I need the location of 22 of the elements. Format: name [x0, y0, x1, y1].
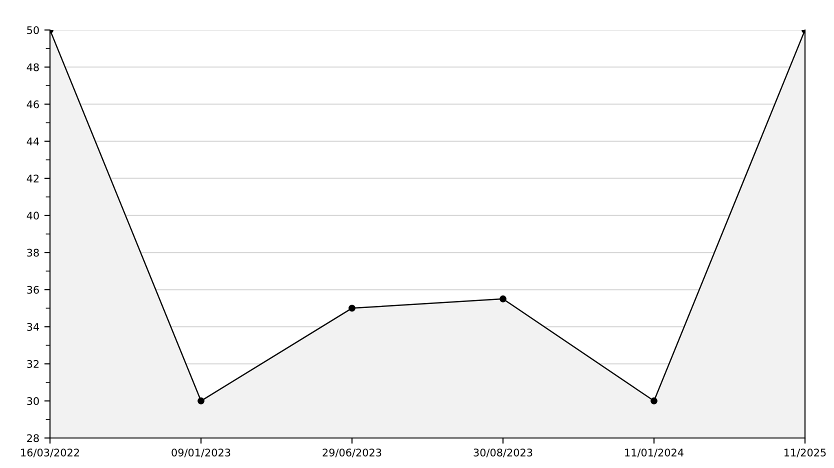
x-tick-label: 11/2025	[784, 448, 826, 458]
y-tick-label: 48	[26, 63, 39, 72]
y-tick-label: 30	[27, 397, 39, 406]
x-tick-label: 11/01/2024	[625, 448, 684, 458]
y-tick-label: 34	[27, 322, 39, 331]
y-tick-label: 46	[26, 100, 39, 108]
x-tick-label: 16/03/2022	[21, 448, 79, 458]
y-tick-label: 28	[27, 434, 39, 442]
point	[500, 295, 506, 302]
x-tick-label: 09/01/2023	[172, 448, 230, 458]
y-tick-label: 36	[27, 286, 39, 294]
y-tick-label: 32	[27, 360, 39, 368]
point	[198, 397, 204, 404]
y-tick-label: 42	[26, 174, 39, 182]
y-tick-label: 50	[27, 26, 39, 34]
y-tick-label: 40	[26, 212, 39, 220]
point	[650, 397, 658, 404]
x-tick-label: 29/06/2023	[322, 448, 382, 458]
x-tick-label: 30/08/2023	[474, 448, 532, 458]
point	[348, 304, 356, 312]
y-tick-label: 38	[27, 248, 39, 257]
y-tick-label: 44	[26, 138, 39, 146]
